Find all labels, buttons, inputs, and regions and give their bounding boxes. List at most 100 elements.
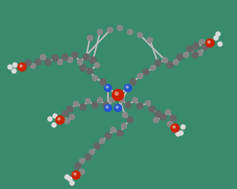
Circle shape — [193, 43, 199, 49]
Circle shape — [197, 50, 202, 56]
Circle shape — [177, 54, 183, 60]
Circle shape — [52, 55, 58, 61]
Circle shape — [143, 69, 149, 75]
Circle shape — [105, 84, 111, 91]
Circle shape — [13, 63, 17, 67]
Circle shape — [110, 128, 115, 132]
Circle shape — [123, 112, 128, 118]
Circle shape — [64, 119, 69, 123]
Circle shape — [56, 116, 64, 124]
Circle shape — [137, 74, 142, 78]
Circle shape — [67, 106, 73, 112]
Circle shape — [83, 54, 89, 60]
Circle shape — [173, 126, 175, 128]
Circle shape — [77, 60, 82, 64]
Circle shape — [20, 65, 22, 67]
Circle shape — [25, 60, 31, 66]
Circle shape — [52, 123, 56, 127]
Circle shape — [116, 106, 118, 108]
Circle shape — [95, 63, 100, 67]
Circle shape — [73, 101, 78, 106]
Circle shape — [163, 57, 168, 63]
Circle shape — [97, 29, 102, 35]
Circle shape — [173, 60, 178, 64]
Circle shape — [70, 181, 74, 185]
Circle shape — [68, 57, 73, 63]
Circle shape — [147, 37, 152, 43]
Circle shape — [125, 102, 131, 108]
Circle shape — [137, 103, 143, 109]
Circle shape — [119, 98, 124, 102]
Circle shape — [214, 36, 218, 40]
Circle shape — [86, 98, 91, 104]
Circle shape — [206, 39, 214, 47]
Circle shape — [155, 60, 161, 66]
Circle shape — [65, 175, 69, 179]
Circle shape — [87, 68, 93, 74]
Circle shape — [171, 124, 179, 132]
Circle shape — [137, 33, 142, 37]
Circle shape — [105, 105, 111, 112]
Circle shape — [216, 32, 220, 36]
Circle shape — [18, 63, 26, 71]
Circle shape — [92, 102, 98, 108]
Circle shape — [192, 52, 198, 58]
Circle shape — [122, 123, 127, 129]
Circle shape — [53, 114, 57, 118]
Circle shape — [167, 62, 173, 68]
Circle shape — [48, 117, 52, 121]
Circle shape — [109, 98, 114, 102]
Circle shape — [62, 111, 68, 117]
Circle shape — [170, 115, 176, 121]
Circle shape — [74, 173, 76, 175]
Circle shape — [45, 59, 51, 65]
Circle shape — [85, 154, 91, 160]
Circle shape — [146, 101, 150, 105]
Circle shape — [94, 143, 100, 149]
Circle shape — [103, 102, 109, 108]
Circle shape — [128, 29, 132, 35]
Circle shape — [208, 41, 210, 43]
Circle shape — [72, 171, 80, 179]
Circle shape — [31, 64, 36, 68]
Circle shape — [218, 42, 222, 46]
Circle shape — [183, 53, 188, 57]
Circle shape — [90, 149, 95, 154]
Circle shape — [149, 106, 155, 112]
Circle shape — [58, 60, 63, 64]
Circle shape — [181, 125, 185, 129]
Circle shape — [79, 159, 85, 163]
Circle shape — [100, 139, 105, 143]
Circle shape — [200, 40, 205, 44]
Circle shape — [187, 46, 193, 52]
Circle shape — [168, 122, 173, 126]
Circle shape — [75, 163, 81, 169]
Circle shape — [79, 170, 85, 174]
Circle shape — [114, 105, 122, 112]
Circle shape — [155, 111, 161, 117]
Circle shape — [97, 98, 102, 102]
Circle shape — [72, 52, 78, 58]
Circle shape — [124, 84, 132, 91]
Circle shape — [150, 66, 155, 70]
Circle shape — [41, 54, 46, 60]
Circle shape — [127, 117, 133, 123]
Circle shape — [87, 36, 92, 40]
Circle shape — [130, 79, 136, 85]
Circle shape — [179, 131, 183, 135]
Circle shape — [117, 130, 123, 136]
Circle shape — [100, 79, 106, 85]
Circle shape — [80, 65, 86, 71]
Circle shape — [160, 114, 166, 120]
Circle shape — [35, 59, 41, 65]
Circle shape — [58, 118, 60, 120]
Circle shape — [69, 115, 74, 119]
Circle shape — [108, 28, 113, 33]
Circle shape — [113, 90, 123, 101]
Circle shape — [90, 57, 96, 63]
Circle shape — [12, 69, 16, 73]
Circle shape — [126, 86, 128, 88]
Circle shape — [154, 118, 159, 122]
Circle shape — [8, 65, 12, 69]
Circle shape — [165, 109, 170, 115]
